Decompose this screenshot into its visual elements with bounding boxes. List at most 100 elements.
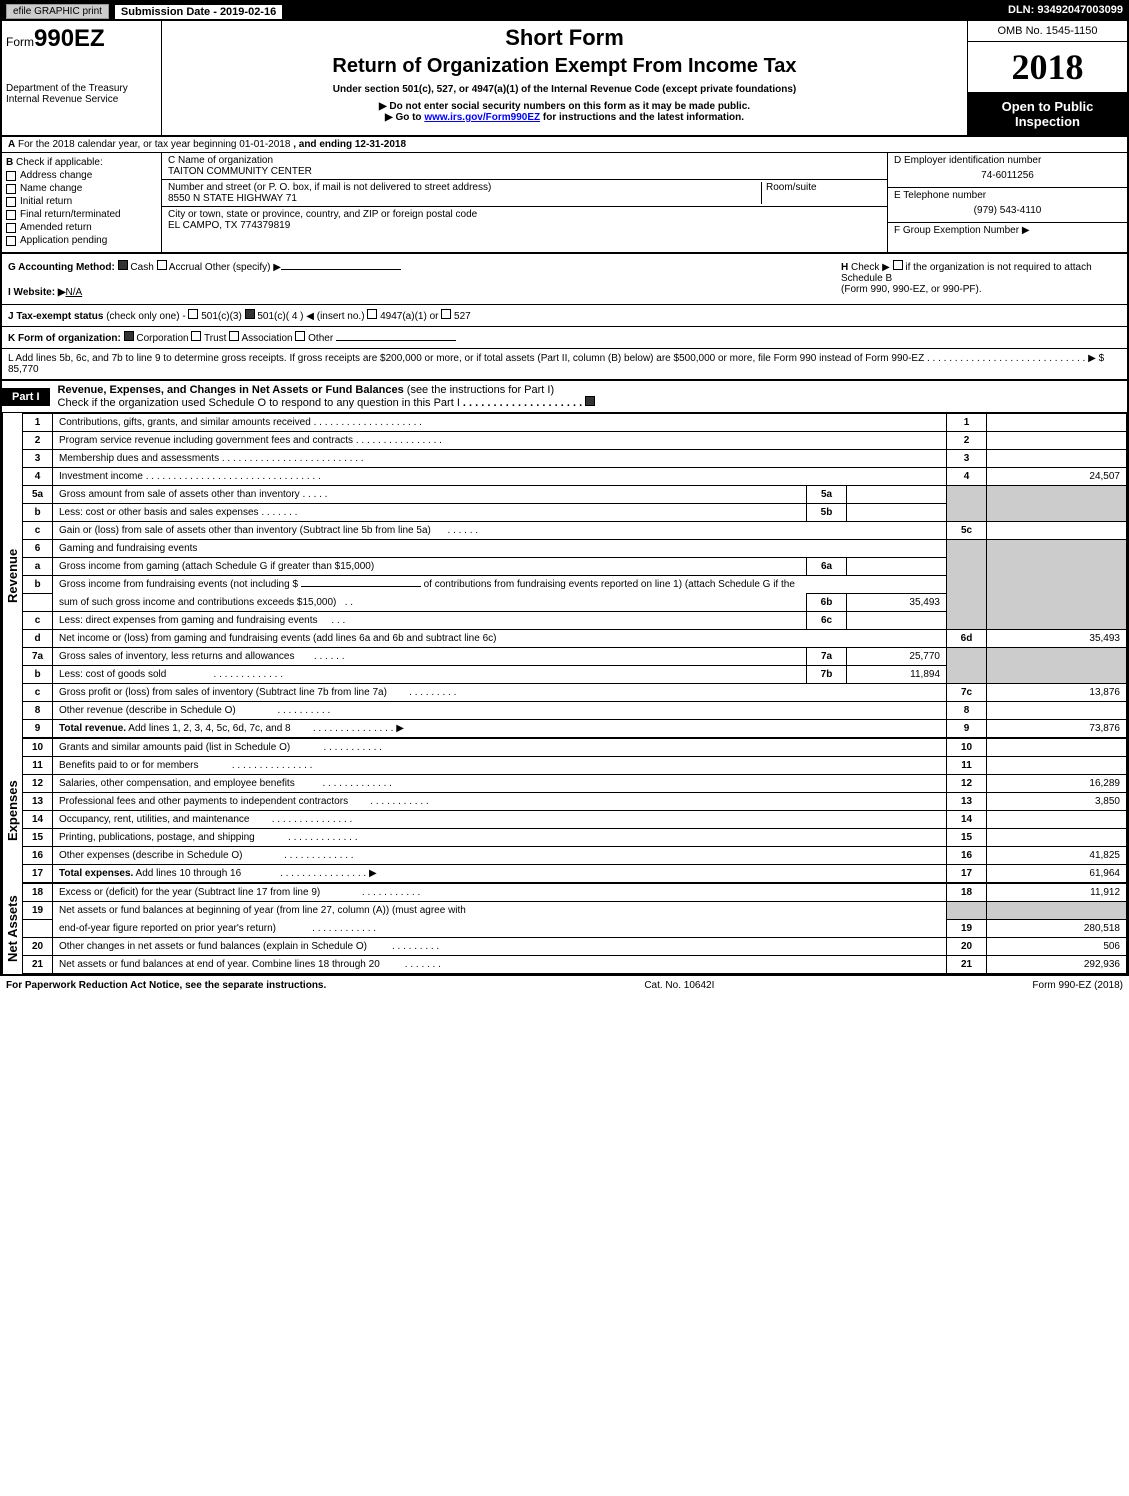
revenue-table: 1 Contributions, gifts, grants, and simi… xyxy=(22,413,1127,738)
instruction-2-suffix: for instructions and the latest informat… xyxy=(540,112,744,123)
line-7a: 7a Gross sales of inventory, less return… xyxy=(23,648,1127,666)
expenses-table: 10 Grants and similar amounts paid (list… xyxy=(22,738,1127,883)
h-check-text: Check ▶ xyxy=(851,262,890,273)
netassets-vertical-label: Net Assets xyxy=(2,883,22,974)
label-f: F Group Exemption Number xyxy=(894,225,1019,236)
checkbox-527[interactable] xyxy=(441,309,451,319)
checkbox-app-pending[interactable]: Application pending xyxy=(6,235,157,246)
section-b: B Check if applicable: Address change Na… xyxy=(2,153,1127,254)
street-value: 8550 N STATE HIGHWAY 71 xyxy=(168,193,761,204)
part1-title: Revenue, Expenses, and Changes in Net As… xyxy=(50,381,1127,412)
label-j: J Tax-exempt status xyxy=(8,311,103,322)
j-suffix: (check only one) - xyxy=(106,311,185,322)
city-label: City or town, state or province, country… xyxy=(168,209,881,220)
line-5c: c Gain or (loss) from sale of assets oth… xyxy=(23,522,1127,540)
room-label: Room/suite xyxy=(766,182,881,193)
k-other-field[interactable] xyxy=(336,340,456,341)
line-l: L Add lines 5b, 6c, and 7b to line 9 to … xyxy=(2,349,1127,381)
top-bar-left: efile GRAPHIC print Submission Date - 20… xyxy=(6,4,282,19)
irs-link[interactable]: www.irs.gov/Form990EZ xyxy=(424,112,540,123)
checkbox-h[interactable] xyxy=(893,260,903,270)
checkbox-icon xyxy=(6,236,16,246)
opt-527: 527 xyxy=(454,311,471,322)
line-17: 17 Total expenses. Add lines 10 through … xyxy=(23,865,1127,883)
checkbox-amended-return[interactable]: Amended return xyxy=(6,222,157,233)
cash-label: Cash xyxy=(130,262,153,273)
footer: For Paperwork Reduction Act Notice, see … xyxy=(0,976,1129,995)
fundraising-amount-field[interactable] xyxy=(301,586,421,587)
accounting-method-row: G Accounting Method: Cash Accrual Other … xyxy=(8,260,841,273)
header-section: Form990EZ Department of the Treasury Int… xyxy=(2,21,1127,137)
header-left: Form990EZ Department of the Treasury Int… xyxy=(2,21,162,135)
form-prefix: Form xyxy=(6,35,34,49)
checkbox-accrual[interactable] xyxy=(157,260,167,270)
line-13: 13 Professional fees and other payments … xyxy=(23,793,1127,811)
opt-501c3: 501(c)(3) xyxy=(201,311,242,322)
form-number-row: Form990EZ xyxy=(6,25,157,53)
line-6d: d Net income or (loss) from gaming and f… xyxy=(23,630,1127,648)
checkbox-501c3[interactable] xyxy=(188,309,198,319)
phone-row: E Telephone number (979) 543-4110 xyxy=(888,188,1127,223)
group-arrow: ▶ xyxy=(1022,225,1030,236)
ein-value: 74-6011256 xyxy=(894,166,1121,185)
revenue-section: Revenue 1 Contributions, gifts, grants, … xyxy=(2,413,1127,738)
line-10: 10 Grants and similar amounts paid (list… xyxy=(23,739,1127,757)
line-l-text: L Add lines 5b, 6c, and 7b to line 9 to … xyxy=(8,353,924,364)
checkbox-icon xyxy=(6,171,16,181)
submission-date-badge: Submission Date - 2019-02-16 xyxy=(115,5,282,19)
tax-year: 2018 xyxy=(968,42,1127,93)
checkbox-other-org[interactable] xyxy=(295,331,305,341)
opt-501c: 501(c)( 4 ) ◀ (insert no.) xyxy=(257,311,364,322)
checkbox-final-return[interactable]: Final return/terminated xyxy=(6,209,157,220)
group-exemption-row: F Group Exemption Number ▶ xyxy=(888,223,1127,238)
checkbox-schedule-o-checked[interactable] xyxy=(585,396,595,406)
checkbox-address-change[interactable]: Address change xyxy=(6,170,157,181)
instruction-2: ▶ Go to www.irs.gov/Form990EZ for instru… xyxy=(170,112,959,123)
instruction-2-prefix: ▶ Go to xyxy=(385,112,424,123)
label-g: G Accounting Method: xyxy=(8,262,115,273)
net-assets-section: Net Assets 18 Excess or (deficit) for th… xyxy=(2,883,1127,974)
opt-4947: 4947(a)(1) or xyxy=(380,311,438,322)
checkbox-assoc[interactable] xyxy=(229,331,239,341)
line-2: 2 Program service revenue including gove… xyxy=(23,432,1127,450)
label-i: I Website: ▶ xyxy=(8,287,66,298)
line-11: 11 Benefits paid to or for members . . .… xyxy=(23,757,1127,775)
k-other: Other xyxy=(308,333,333,344)
line-19-top: 19 Net assets or fund balances at beginn… xyxy=(23,902,1127,920)
checkbox-icon xyxy=(6,184,16,194)
ein-row: D Employer identification number 74-6011… xyxy=(888,153,1127,188)
label-d: D Employer identification number xyxy=(894,155,1121,166)
checkbox-corp-checked[interactable] xyxy=(124,331,134,341)
line-21: 21 Net assets or fund balances at end of… xyxy=(23,956,1127,974)
checkbox-initial-return[interactable]: Initial return xyxy=(6,196,157,207)
checkbox-icon xyxy=(6,197,16,207)
checkbox-cash-checked[interactable] xyxy=(118,260,128,270)
instruction-1: ▶ Do not enter social security numbers o… xyxy=(170,101,959,112)
form-ref: Form 990-EZ (2018) xyxy=(1032,980,1123,991)
address-row: Number and street (or P. O. box, if mail… xyxy=(162,180,887,207)
col-h: H Check ▶ if the organization is not req… xyxy=(841,260,1121,298)
k-corp: Corporation xyxy=(136,333,188,344)
accrual-label: Accrual xyxy=(169,262,202,273)
checkbox-501c-checked[interactable] xyxy=(245,309,255,319)
header-right: OMB No. 1545-1150 2018 Open to Public In… xyxy=(967,21,1127,135)
paperwork-notice: For Paperwork Reduction Act Notice, see … xyxy=(6,980,326,991)
checkbox-icon xyxy=(6,223,16,233)
efile-print-button[interactable]: efile GRAPHIC print xyxy=(6,4,109,19)
line-16: 16 Other expenses (describe in Schedule … xyxy=(23,847,1127,865)
checkbox-name-change[interactable]: Name change xyxy=(6,183,157,194)
other-specify: Other (specify) ▶ xyxy=(205,262,281,273)
line-5a: 5a Gross amount from sale of assets othe… xyxy=(23,486,1127,504)
line-7c: c Gross profit or (loss) from sales of i… xyxy=(23,684,1127,702)
line-a-label: A xyxy=(8,139,15,150)
line-6: 6 Gaming and fundraising events xyxy=(23,540,1127,558)
netassets-table: 18 Excess or (deficit) for the year (Sub… xyxy=(22,883,1127,974)
header-center: Short Form Return of Organization Exempt… xyxy=(162,21,967,135)
col-b-right: D Employer identification number 74-6011… xyxy=(887,153,1127,252)
col-g: G Accounting Method: Cash Accrual Other … xyxy=(8,260,841,298)
label-e: E Telephone number xyxy=(894,190,1121,201)
checkbox-4947[interactable] xyxy=(367,309,377,319)
checkbox-trust[interactable] xyxy=(191,331,201,341)
other-field[interactable] xyxy=(281,269,401,270)
line-9: 9 Total revenue. Add lines 1, 2, 3, 4, 5… xyxy=(23,720,1127,738)
